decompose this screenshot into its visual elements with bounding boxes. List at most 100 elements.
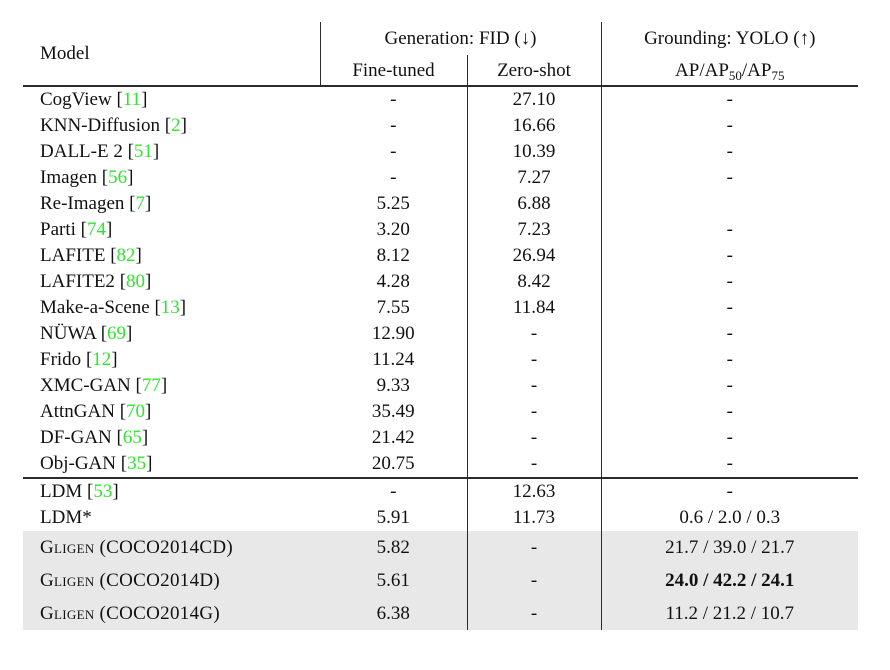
citation-link[interactable]: 77 <box>141 375 161 396</box>
fine-tuned-fid-cell: 21.42 <box>371 427 415 448</box>
citation-link[interactable]: 2 <box>171 115 181 136</box>
fine-tuned-fid-cell: - <box>390 115 397 136</box>
fine-tuned-fid-cell: 6.38 <box>320 597 467 630</box>
citation-link[interactable]: 80 <box>126 271 146 292</box>
model-name: Gligen (COCO2014G) <box>40 602 221 624</box>
model-name: DF-GAN <box>40 427 112 448</box>
citation-link[interactable]: 69 <box>107 323 127 344</box>
table-row: Obj-GAN [35] 20.75 - - <box>23 451 858 478</box>
model-cell: AttnGAN [70] <box>40 401 152 422</box>
grounding-ap-cell: - <box>600 113 858 139</box>
citation-link[interactable]: 13 <box>160 297 180 318</box>
model-cell: Make-a-Scene [13] <box>40 297 187 318</box>
citation-link[interactable]: 35 <box>127 453 147 474</box>
zero-shot-fid-cell: - <box>466 597 601 630</box>
fine-tuned-fid-cell: - <box>320 477 467 505</box>
grounding-ap-cell: - <box>600 399 858 425</box>
zero-shot-fid-cell: - <box>466 425 601 451</box>
zero-shot-fid-cell: 6.88 <box>466 191 601 217</box>
citation-link[interactable]: 65 <box>122 427 142 448</box>
zero-shot-fid-cell: 27.10 <box>466 86 601 113</box>
fine-tuned-fid-cell: 11.24 <box>372 349 415 370</box>
fine-tuned-fid-cell: 12.90 <box>371 323 415 344</box>
citation-link[interactable]: 82 <box>116 245 136 266</box>
grounding-ap-cell: - <box>600 373 858 399</box>
model-name: Frido <box>40 349 82 370</box>
model-name: Obj-GAN <box>40 453 116 474</box>
fine-tuned-fid-cell: 3.20 <box>376 219 410 240</box>
table-row: KNN-Diffusion [2] -16.66- <box>23 113 858 139</box>
citation-link[interactable]: 56 <box>108 167 128 188</box>
zero-shot-fid-cell: 8.42 <box>466 269 601 295</box>
ap-label-part: AP/AP <box>675 59 729 81</box>
zero-shot-fid-cell: 7.27 <box>466 165 601 191</box>
ap-label-part: /AP <box>741 59 772 81</box>
fine-tuned-fid-cell: 7.55 <box>376 297 410 318</box>
table-row: LDM [53] -12.63- <box>23 477 858 505</box>
grounding-ap-cell: - <box>600 321 858 347</box>
table-row: Parti [74] 3.20 7.23- <box>23 217 858 243</box>
table-row: LDM* 5.91 11.73 0.6 / 2.0 / 0.3 <box>23 505 858 531</box>
table-row: Imagen [56] -7.27- <box>23 165 858 191</box>
zero-shot-fid-cell: 26.94 <box>466 243 601 269</box>
model-cell: LDM* <box>23 505 320 531</box>
fine-tuned-fid-cell: 5.82 <box>320 531 467 564</box>
table-row: LAFITE2 [80] 4.28 8.42- <box>23 269 858 295</box>
grounding-ap-cell: 0.6 / 2.0 / 0.3 <box>600 505 858 531</box>
header-row-groups: Model Generation: FID (↓) Grounding: YOL… <box>23 22 858 87</box>
zero-shot-fid-cell: 7.23 <box>466 217 601 243</box>
table-row: LAFITE [82] 8.12 26.94- <box>23 243 858 269</box>
citation-link[interactable]: 51 <box>133 141 153 162</box>
model-name: LDM <box>40 481 83 502</box>
model-name: XMC-GAN <box>40 375 131 396</box>
model-cell: Parti [74] <box>40 219 113 240</box>
grounding-ap-cell: 21.7 / 39.0 / 21.7 <box>600 531 858 564</box>
model-cell: Gligen (COCO2014CD) <box>23 531 320 564</box>
zero-shot-fid-cell: 11.73 <box>466 505 601 531</box>
fine-tuned-fid-cell: 4.28 <box>376 271 410 292</box>
model-cell: DF-GAN [65] <box>40 427 149 448</box>
model-name: Gligen (COCO2014CD) <box>40 536 233 558</box>
zero-shot-fid-cell: - <box>466 373 601 399</box>
zero-shot-fid-cell: - <box>466 321 601 347</box>
model-cell: Gligen (COCO2014G) <box>23 597 320 630</box>
column-header-grounding-yolo: Grounding: YOLO (↑) <box>600 22 858 55</box>
grounding-ap-cell: - <box>600 347 858 373</box>
citation-link[interactable]: 11 <box>122 89 142 110</box>
citation-link[interactable]: 53 <box>93 481 113 502</box>
model-cell: Frido [12] <box>40 349 118 370</box>
table-row: DALL-E 2 [51] -10.39- <box>23 139 858 165</box>
model-name: Re-Imagen <box>40 193 125 214</box>
fine-tuned-fid-cell: 5.61 <box>320 564 467 597</box>
citation-link[interactable]: 12 <box>92 349 112 370</box>
grounding-ap-cell: - <box>600 477 858 505</box>
column-header-fine-tuned: Fine-tuned <box>319 55 467 87</box>
model-cell: Re-Imagen [7] <box>40 193 152 214</box>
results-table: Model Generation: FID (↓) Grounding: YOL… <box>23 22 858 630</box>
column-header-generation-fid: Generation: FID (↓) <box>319 22 601 55</box>
fine-tuned-fid-cell: 5.91 <box>376 507 410 528</box>
model-cell: DALL-E 2 [51] <box>40 141 160 162</box>
zero-shot-fid-cell: 10.39 <box>466 139 601 165</box>
model-name: LAFITE2 <box>40 271 115 292</box>
table-row: NÜWA [69] 12.90 - - <box>23 321 858 347</box>
model-name: KNN-Diffusion <box>40 115 160 136</box>
citation-link[interactable]: 70 <box>126 401 146 422</box>
model-name: NÜWA <box>40 323 96 344</box>
model-cell: NÜWA [69] <box>40 323 133 344</box>
model-name: LAFITE <box>40 245 106 266</box>
grounding-ap-cell: - <box>600 86 858 113</box>
grounding-ap-cell: 24.0 / 42.2 / 24.1 <box>600 564 858 597</box>
grounding-ap-cell: - <box>600 165 858 191</box>
grounding-ap-cell: - <box>600 269 858 295</box>
citation-link[interactable]: 7 <box>135 193 145 214</box>
zero-shot-fid-cell: - <box>466 564 601 597</box>
table-row: CogView [11] -27.10- <box>23 86 858 113</box>
citation-link[interactable]: 74 <box>86 219 106 240</box>
model-cell: LAFITE [82] <box>40 245 142 266</box>
grounding-ap-cell <box>600 191 858 217</box>
table-row: Gligen (COCO2014CD) 5.82-21.7 / 39.0 / 21… <box>23 531 858 564</box>
model-cell: XMC-GAN [77] <box>40 375 168 396</box>
grounding-ap-cell: - <box>600 243 858 269</box>
